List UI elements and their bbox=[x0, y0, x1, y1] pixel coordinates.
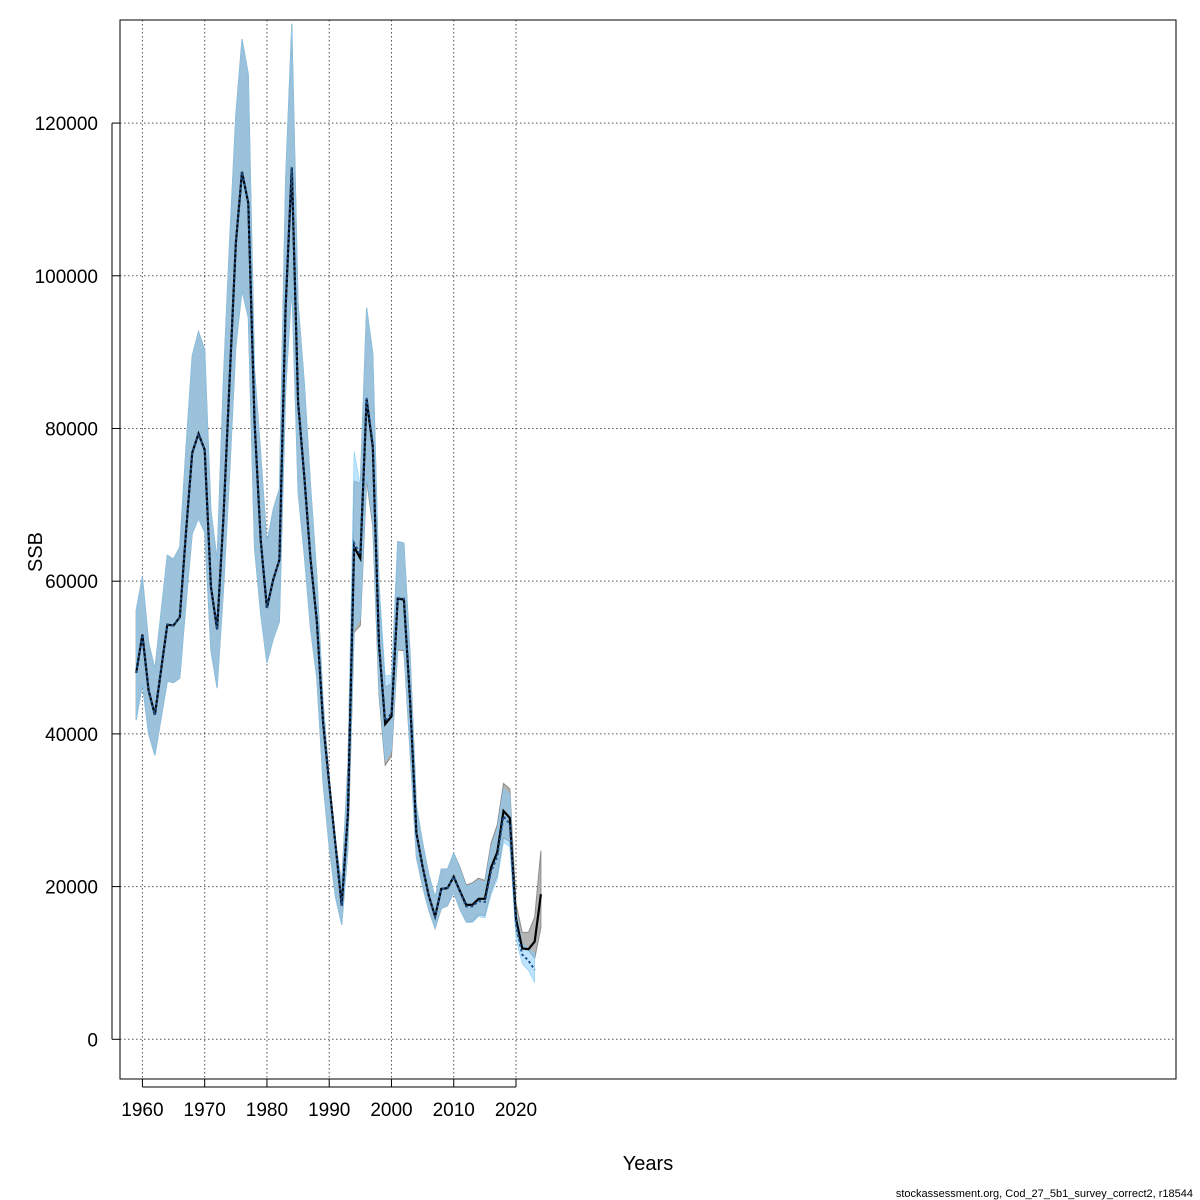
y-tick-label: 0 bbox=[87, 1030, 98, 1051]
x-tick-label: 1960 bbox=[121, 1100, 163, 1121]
y-tick-label: 100000 bbox=[35, 267, 98, 288]
x-tick-label: 2000 bbox=[370, 1100, 412, 1121]
x-tick-label: 1980 bbox=[246, 1100, 288, 1121]
x-tick-label: 2020 bbox=[495, 1100, 537, 1121]
y-tick-label: 80000 bbox=[45, 419, 98, 440]
retro-estimate-line bbox=[135, 167, 536, 971]
y-axis-title: SSB bbox=[25, 532, 47, 572]
confidence-bands bbox=[135, 23, 542, 983]
x-tick-label: 1990 bbox=[308, 1100, 350, 1121]
x-axis-title: Years bbox=[623, 1153, 673, 1175]
x-tick-label: 1970 bbox=[184, 1100, 226, 1121]
y-tick-label: 40000 bbox=[45, 725, 98, 746]
axes: 1960 1970 1980 1990 2000 2010 2020 0 20000 40000 6… bbox=[35, 114, 538, 1121]
x-tick-label: 2010 bbox=[433, 1100, 475, 1121]
base-estimate-line bbox=[135, 167, 542, 951]
y-tick-label: 20000 bbox=[45, 878, 98, 899]
footer-credit: stockassessment.org, Cod_27_5b1_survey_c… bbox=[896, 1188, 1193, 1200]
plot-frame bbox=[119, 19, 1177, 1080]
y-tick-label: 60000 bbox=[45, 572, 98, 593]
estimate-lines bbox=[135, 167, 542, 971]
y-tick-label: 120000 bbox=[35, 114, 98, 135]
